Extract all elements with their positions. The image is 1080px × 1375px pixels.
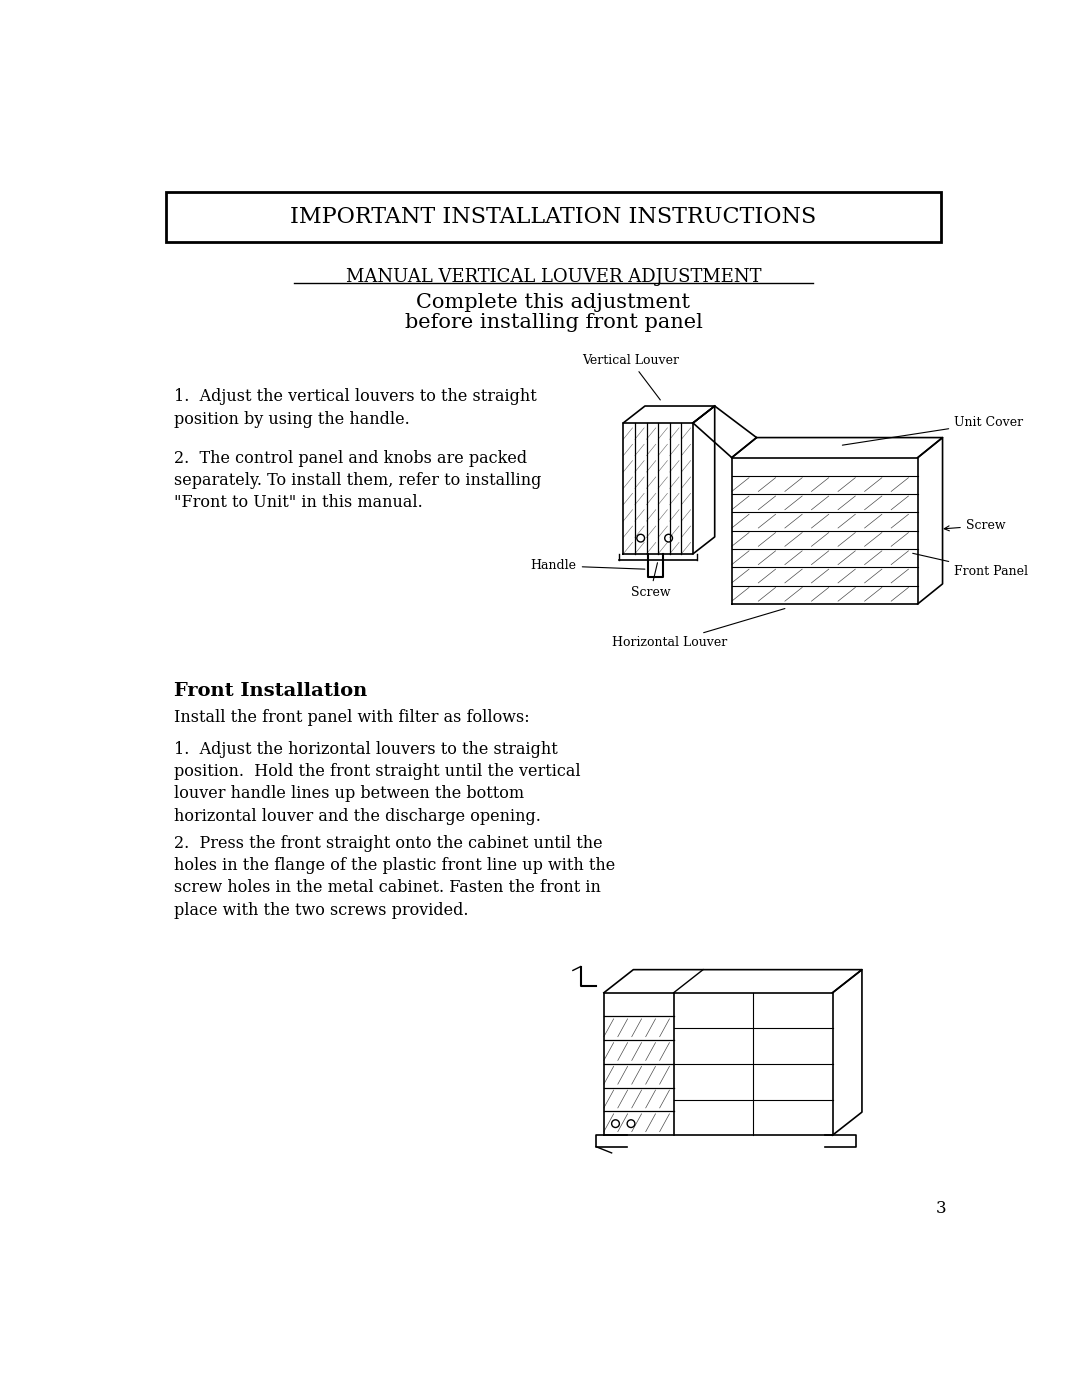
- Text: Vertical Louver: Vertical Louver: [582, 353, 678, 400]
- FancyBboxPatch shape: [166, 193, 941, 242]
- Text: 1.  Adjust the vertical louvers to the straight
position by using the handle.: 1. Adjust the vertical louvers to the st…: [174, 388, 537, 428]
- Text: Handle: Handle: [530, 560, 645, 572]
- Text: 1.  Adjust the horizontal louvers to the straight
position.  Hold the front stra: 1. Adjust the horizontal louvers to the …: [174, 741, 580, 825]
- Text: before installing front panel: before installing front panel: [405, 314, 702, 333]
- Text: 3: 3: [935, 1200, 946, 1217]
- Text: Screw: Screw: [631, 562, 671, 600]
- Text: IMPORTANT INSTALLATION INSTRUCTIONS: IMPORTANT INSTALLATION INSTRUCTIONS: [291, 206, 816, 228]
- Text: Install the front panel with filter as follows:: Install the front panel with filter as f…: [174, 708, 529, 726]
- Text: Screw: Screw: [944, 518, 1005, 532]
- Text: Front Installation: Front Installation: [174, 682, 367, 700]
- Text: MANUAL VERTICAL LOUVER ADJUSTMENT: MANUAL VERTICAL LOUVER ADJUSTMENT: [346, 268, 761, 286]
- Text: Unit Cover: Unit Cover: [842, 417, 1024, 446]
- Text: Complete this adjustment: Complete this adjustment: [417, 293, 690, 312]
- Text: 2.  The control panel and knobs are packed
separately. To install them, refer to: 2. The control panel and knobs are packe…: [174, 450, 541, 512]
- Text: 2.  Press the front straight onto the cabinet until the
holes in the flange of t: 2. Press the front straight onto the cab…: [174, 835, 615, 919]
- Text: Front Panel: Front Panel: [913, 553, 1028, 578]
- Text: Horizontal Louver: Horizontal Louver: [612, 609, 785, 649]
